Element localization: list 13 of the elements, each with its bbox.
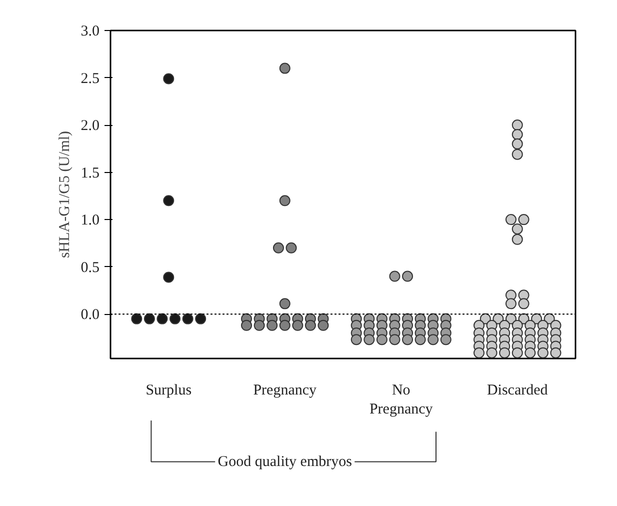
y-tick-label: 0.5 — [80, 260, 100, 276]
x-tick-label: Surplus — [146, 382, 192, 398]
y-axis-title: sHLA-G1/G5 (U/ml) — [56, 130, 73, 258]
x-tick-label: No Pregnancy — [369, 382, 434, 418]
x-tick-label: Pregnancy — [253, 382, 318, 398]
y-tick-label: 1.5 — [80, 165, 100, 182]
x-tick-label: Discarded — [486, 382, 548, 398]
y-tick-label: 2.5 — [80, 70, 100, 87]
y-tick-label: 0.0 — [80, 307, 100, 324]
y-tick-label: 3.0 — [80, 24, 100, 40]
y-tick-label: 1.0 — [80, 212, 100, 229]
y-tick-label: 2.0 — [80, 118, 100, 134]
text: Good quality embryos — [218, 454, 352, 470]
